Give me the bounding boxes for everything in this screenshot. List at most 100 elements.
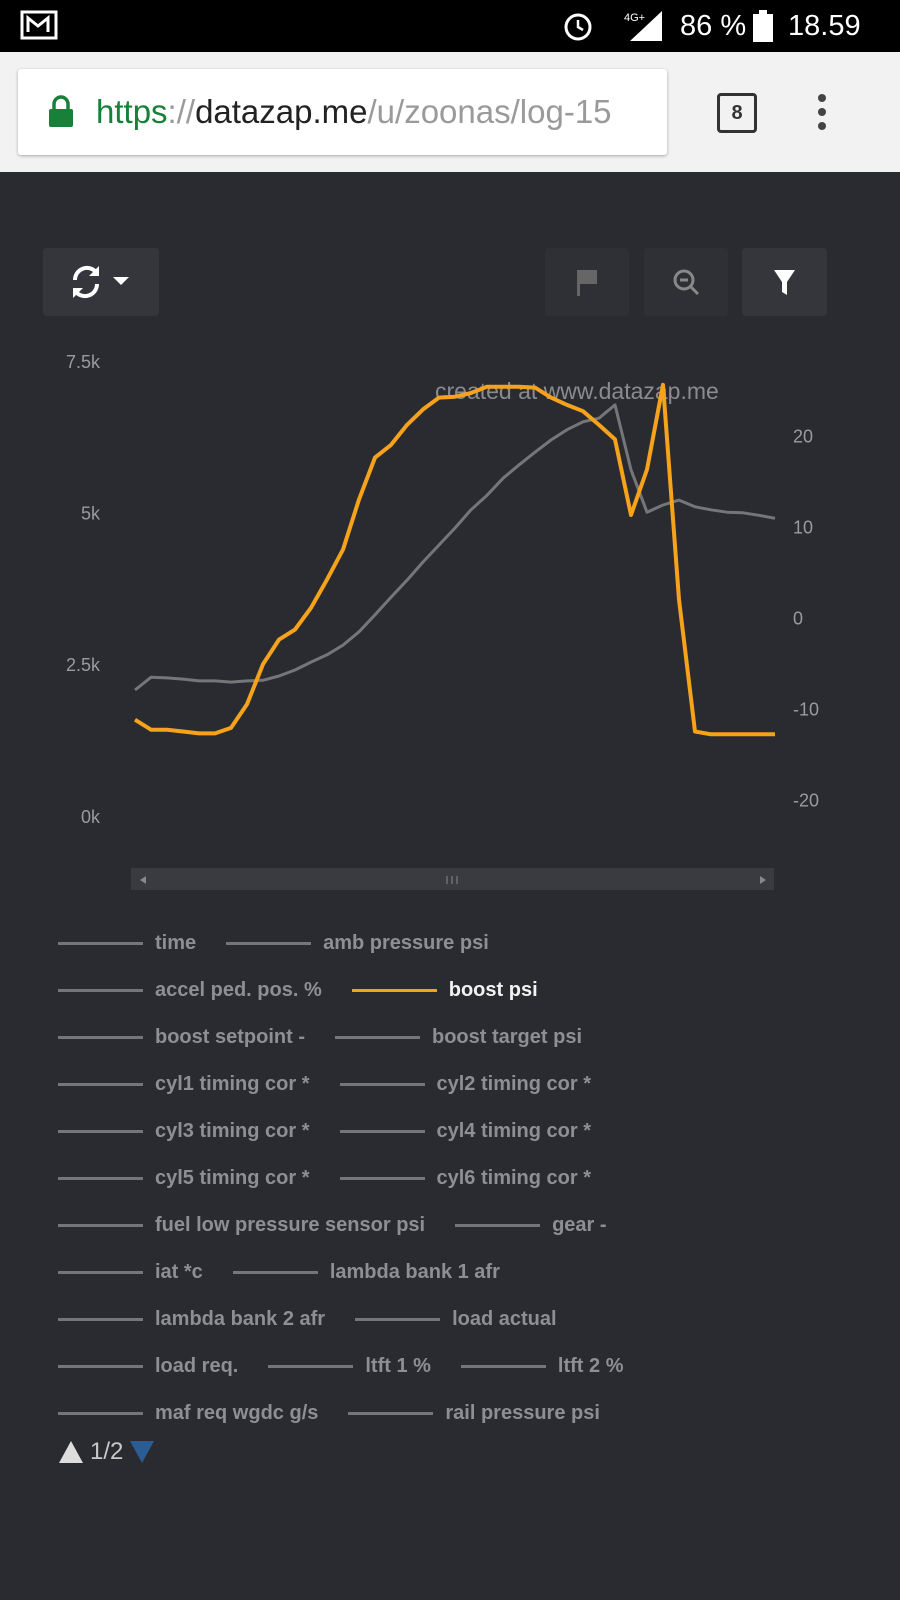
scroll-handle [446, 876, 458, 884]
legend-label: load req. [155, 1355, 239, 1377]
series-line [134, 403, 776, 692]
legend-item[interactable]: boost setpoint - [58, 1014, 305, 1061]
legend-item[interactable]: cyl4 timing cor * [339, 1108, 592, 1155]
legend-label: boost target psi [431, 1026, 582, 1048]
url-path: /u/zoonas/log-15 [367, 93, 612, 130]
legend-swatch [351, 989, 437, 992]
legend-swatch [348, 1412, 434, 1415]
legend-swatch [58, 1130, 143, 1133]
y-tick-label: 5k [81, 503, 101, 523]
legend-item[interactable]: rail pressure psi [348, 1390, 600, 1437]
y2-tick-label: -10 [793, 699, 819, 719]
legend-pager: 1/2 [58, 1438, 155, 1466]
legend-label: time [155, 932, 197, 954]
legend-label: lambda bank 1 afr [329, 1261, 500, 1283]
lock-icon [49, 95, 73, 127]
flag-icon [577, 270, 597, 296]
legend-item[interactable]: fuel low pressure sensor psi [58, 1202, 425, 1249]
legend-swatch [58, 1083, 143, 1086]
gallery-icon [20, 10, 58, 40]
legend-label: rail pressure psi [445, 1402, 600, 1424]
legend-swatch [58, 1318, 143, 1321]
watermark: created at www.datazap.me [435, 378, 719, 404]
legend-item[interactable]: boost target psi [334, 1014, 582, 1061]
legend-label: cyl2 timing cor * [436, 1073, 592, 1095]
legend-swatch [339, 1083, 425, 1086]
url-separator: :// [167, 93, 196, 130]
legend-label: ltft 1 % [365, 1355, 431, 1377]
legend-item[interactable]: ltft 2 % [460, 1343, 623, 1390]
legend-item[interactable]: gear - [455, 1202, 607, 1249]
y-tick-label: 2.5k [66, 655, 101, 675]
legend-item[interactable]: maf req wgdc g/s [58, 1390, 318, 1437]
legend-label: fuel low pressure sensor psi [155, 1214, 426, 1236]
legend-label: iat *c [155, 1261, 203, 1283]
filter-button[interactable] [742, 248, 827, 316]
legend-item[interactable]: cyl5 timing cor * [58, 1155, 310, 1202]
legend-swatch [334, 1036, 420, 1039]
legend-label: maf req wgdc g/s [155, 1402, 319, 1424]
legend-item[interactable]: accel ped. pos. % [58, 967, 322, 1014]
legend-label: cyl4 timing cor * [436, 1120, 592, 1142]
legend-label: lambda bank 2 afr [155, 1308, 326, 1330]
legend-swatch [339, 1130, 425, 1133]
legend-swatch [355, 1318, 441, 1321]
legend-item[interactable]: iat *c [58, 1249, 203, 1296]
legend-item[interactable]: cyl1 timing cor * [58, 1061, 310, 1108]
legend-swatch [232, 1271, 318, 1274]
page-up[interactable] [58, 1440, 84, 1464]
url-scheme: https [96, 93, 168, 130]
address-bar: https://datazap.me/u/zoonas/log-15 8 [0, 52, 900, 172]
legend-swatch [226, 942, 312, 945]
page-down[interactable] [129, 1440, 155, 1464]
legend-swatch [58, 1271, 143, 1274]
clock: 18.59 [788, 10, 861, 42]
legend-swatch [58, 1365, 143, 1368]
legend-item[interactable]: cyl6 timing cor * [339, 1155, 592, 1202]
legend-swatch [460, 1365, 546, 1368]
y2-tick-label: 20 [793, 426, 813, 446]
y2-tick-label: 0 [793, 608, 803, 628]
refresh-button[interactable] [43, 248, 159, 316]
page-indicator: 1/2 [90, 1438, 124, 1465]
legend-swatch [455, 1224, 541, 1227]
svg-text:4G+: 4G+ [624, 12, 645, 24]
legend-label: gear - [552, 1214, 607, 1236]
legend-item[interactable]: boost psi [351, 967, 538, 1014]
legend-item[interactable]: cyl2 timing cor * [339, 1061, 592, 1108]
filter-icon [774, 270, 795, 295]
url-field[interactable]: https://datazap.me/u/zoonas/log-15 [18, 69, 667, 155]
legend-swatch [58, 1177, 143, 1180]
chart: created at www.datazap.me 0k 2.5k 5k 7.5k -2… [66, 352, 819, 890]
legend-item[interactable]: ltft 1 % [268, 1343, 431, 1390]
legend-swatch [268, 1365, 354, 1368]
zoom-icon [673, 269, 700, 296]
tab-count[interactable]: 8 [717, 93, 757, 133]
legend-item[interactable]: lambda bank 2 afr [58, 1296, 325, 1343]
url-host: datazap.me [195, 93, 368, 130]
url: https://datazap.me/u/zoonas/log-15 [96, 69, 612, 155]
legend-item[interactable]: load actual [355, 1296, 557, 1343]
legend-label: boost psi [448, 979, 538, 1001]
legend-swatch [339, 1177, 425, 1180]
legend-label: cyl6 timing cor * [436, 1167, 592, 1189]
legend-label: cyl5 timing cor * [155, 1167, 310, 1189]
legend: time amb pressure psi accel ped. pos. % boo… [58, 920, 758, 1437]
legend-item[interactable]: amb pressure psi [226, 920, 489, 967]
zoom-button[interactable] [644, 248, 728, 316]
y-tick-label: 7.5k [66, 352, 101, 372]
legend-item[interactable]: time [58, 920, 196, 967]
legend-swatch [58, 1224, 143, 1227]
legend-label: amb pressure psi [323, 932, 489, 954]
legend-label: load actual [452, 1308, 557, 1330]
legend-label: accel ped. pos. % [155, 979, 322, 1001]
legend-item[interactable]: lambda bank 1 afr [232, 1249, 500, 1296]
flag-button[interactable] [545, 248, 629, 316]
battery-level: 86 % [680, 10, 747, 42]
status-icons: 4G+ [564, 11, 662, 41]
battery-icon [753, 10, 773, 42]
legend-item[interactable]: load req. [58, 1343, 238, 1390]
y2-tick-label: 10 [793, 517, 813, 537]
legend-item[interactable]: cyl3 timing cor * [58, 1108, 310, 1155]
menu-button[interactable] [810, 92, 834, 132]
